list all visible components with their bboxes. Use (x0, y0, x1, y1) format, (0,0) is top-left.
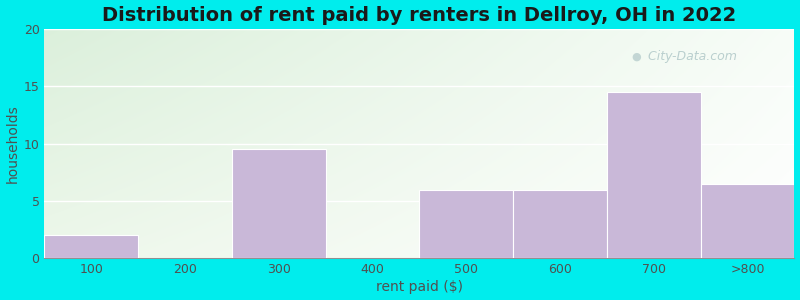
Title: Distribution of rent paid by renters in Dellroy, OH in 2022: Distribution of rent paid by renters in … (102, 6, 737, 25)
Text: ●: ● (631, 51, 641, 62)
Bar (513, 190, 607, 258)
Bar (701, 184, 794, 258)
Text: City-Data.com: City-Data.com (645, 50, 738, 63)
X-axis label: rent paid ($): rent paid ($) (376, 280, 463, 294)
Bar (607, 92, 701, 258)
Bar (232, 149, 326, 258)
Bar (419, 190, 513, 258)
Y-axis label: households: households (6, 104, 19, 183)
Bar (45, 236, 138, 258)
